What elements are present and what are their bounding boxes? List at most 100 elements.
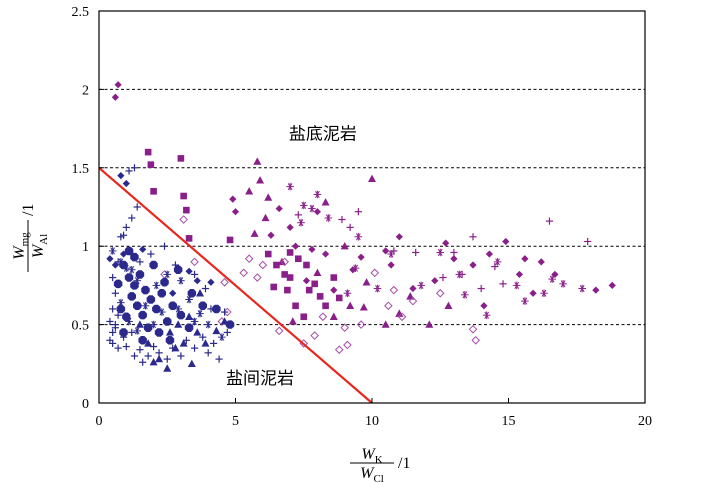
point-octagon [135, 270, 145, 279]
point-diamond [450, 255, 458, 263]
point-octagon [127, 292, 136, 301]
point-hollow-diamond [334, 345, 344, 354]
point-plus [119, 231, 128, 239]
point-asterisk [174, 305, 182, 313]
point-octagon [124, 246, 134, 256]
point-triangle [201, 339, 210, 347]
y-tick-label: 2 [82, 83, 89, 98]
point-octagon [138, 310, 147, 320]
point-asterisk [351, 264, 360, 272]
point-asterisk [185, 295, 193, 304]
point-asterisk [521, 297, 529, 305]
point-plus [204, 349, 212, 357]
point-square [147, 161, 155, 168]
y-tick-label: 0.5 [72, 319, 90, 334]
point-hollow-diamond [318, 312, 328, 322]
point-octagon [116, 304, 126, 314]
point-diamond [592, 286, 600, 294]
point-plus [294, 211, 302, 219]
point-diamond [395, 233, 403, 241]
point-hollow-diamond [190, 257, 199, 267]
point-asterisk [482, 311, 491, 319]
point-asterisk [149, 320, 158, 329]
point-square [300, 313, 308, 321]
point-diamond [321, 250, 330, 258]
point-octagon [163, 317, 172, 326]
point-plus [171, 261, 180, 269]
point-octagon [141, 285, 150, 295]
point-plus [136, 346, 144, 354]
point-octagon [168, 301, 177, 310]
point-square [150, 188, 157, 195]
point-diamond [469, 261, 477, 269]
point-octagon [133, 301, 142, 310]
x-tick-label: 0 [96, 414, 103, 429]
point-hollow-diamond [384, 301, 393, 311]
point-triangle [406, 292, 415, 300]
point-square [183, 206, 190, 214]
point-triangle [135, 320, 144, 328]
point-asterisk [108, 247, 117, 255]
point-diamond [608, 281, 616, 289]
point-diamond [291, 242, 300, 250]
point-diamond [357, 253, 365, 261]
point-octagon [119, 328, 128, 337]
point-square [180, 192, 187, 200]
point-plus [125, 167, 133, 175]
point-asterisk [578, 284, 587, 293]
point-asterisk [354, 232, 363, 241]
point-plus [122, 223, 130, 231]
point-triangle [313, 268, 322, 277]
point-diamond [551, 270, 559, 279]
svg-text:WCl: WCl [360, 465, 384, 485]
point-triangle [256, 176, 265, 184]
point-hollow-diamond [280, 257, 289, 267]
point-square [294, 255, 302, 263]
point-octagon [157, 289, 166, 298]
point-hollow-diamond [408, 296, 418, 306]
point-hollow-diamond [274, 326, 284, 336]
point-plus [114, 344, 122, 352]
point-diamond [114, 81, 122, 89]
point-triangle [253, 157, 262, 165]
point-triangle [250, 229, 259, 237]
y-label-num-sub: mg [19, 232, 31, 247]
point-plus [130, 164, 139, 172]
point-plus [147, 250, 155, 258]
x-label-den: W [360, 465, 375, 482]
point-plus [190, 270, 199, 279]
y-label-den: W [30, 243, 47, 258]
point-hollow-diamond [397, 312, 407, 322]
point-plus [220, 308, 229, 316]
y-tick-label: 2.5 [72, 5, 90, 20]
point-diamond [382, 247, 390, 255]
point-octagon [184, 323, 194, 332]
point-octagon [146, 295, 156, 304]
point-triangle [264, 193, 273, 201]
point-asterisk [157, 308, 166, 316]
point-diamond [286, 223, 294, 231]
point-plus [109, 305, 117, 313]
point-diamond [119, 250, 128, 258]
point-diamond [275, 204, 283, 213]
point-triangle [329, 312, 338, 320]
point-hollow-diamond [471, 335, 481, 345]
point-diamond [139, 245, 147, 253]
point-square [330, 274, 338, 281]
point-octagon [165, 336, 175, 345]
point-plus [354, 208, 362, 216]
x-tick-label: 5 [232, 414, 239, 429]
y-tick-label: 1 [82, 240, 89, 255]
point-asterisk [204, 320, 212, 329]
point-asterisk [461, 291, 469, 299]
point-octagon [113, 279, 123, 289]
point-asterisk [308, 204, 316, 213]
point-diamond [409, 284, 417, 293]
point-diamond [122, 179, 130, 188]
point-triangle [359, 303, 368, 311]
point-asterisk [117, 298, 125, 307]
point-plus [190, 344, 199, 352]
point-triangle [179, 339, 188, 347]
point-triangle [340, 242, 349, 250]
x-label-num-sub: K [375, 454, 383, 466]
